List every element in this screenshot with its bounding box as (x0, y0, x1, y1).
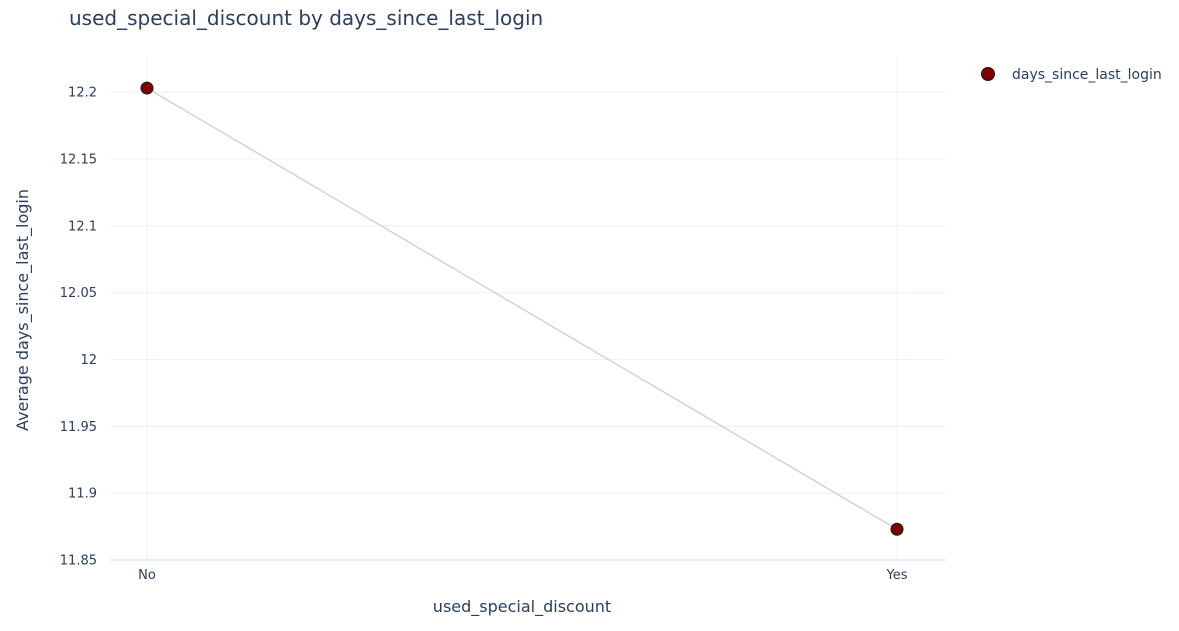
y-axis-title: Average days_since_last_login (13, 189, 33, 431)
data-point[interactable] (890, 522, 904, 536)
y-gridlines (110, 91, 946, 561)
x-tick-label: Yes (886, 568, 908, 583)
y-tick-label: 12.1 (68, 219, 97, 234)
x-axis-title: used_special_discount (433, 597, 611, 617)
x-gridlines (146, 56, 898, 560)
y-tick-labels: 11.85 11.9 11.95 12 12.05 12.1 12.15 12.2 (60, 86, 97, 569)
y-tick-label: 12.05 (60, 286, 97, 301)
y-tick-label: 12.15 (60, 152, 97, 167)
series-line (146, 87, 898, 530)
series-lines (146, 87, 898, 530)
y-tick-label: 12 (80, 353, 97, 368)
y-tick-label: 12.2 (68, 86, 97, 101)
y-tick-label: 11.85 (60, 554, 97, 569)
legend[interactable]: days_since_last_login (981, 67, 1162, 83)
chart-title: used_special_discount by days_since_last… (69, 6, 543, 30)
x-tick-label: No (138, 568, 156, 583)
legend-label: days_since_last_login (1012, 67, 1162, 83)
y-tick-label: 11.9 (68, 487, 97, 502)
legend-marker (981, 67, 995, 81)
x-tick-labels: No Yes (138, 568, 908, 583)
data-point[interactable] (140, 81, 154, 95)
y-tick-label: 11.95 (60, 420, 97, 435)
series-points (140, 81, 904, 536)
